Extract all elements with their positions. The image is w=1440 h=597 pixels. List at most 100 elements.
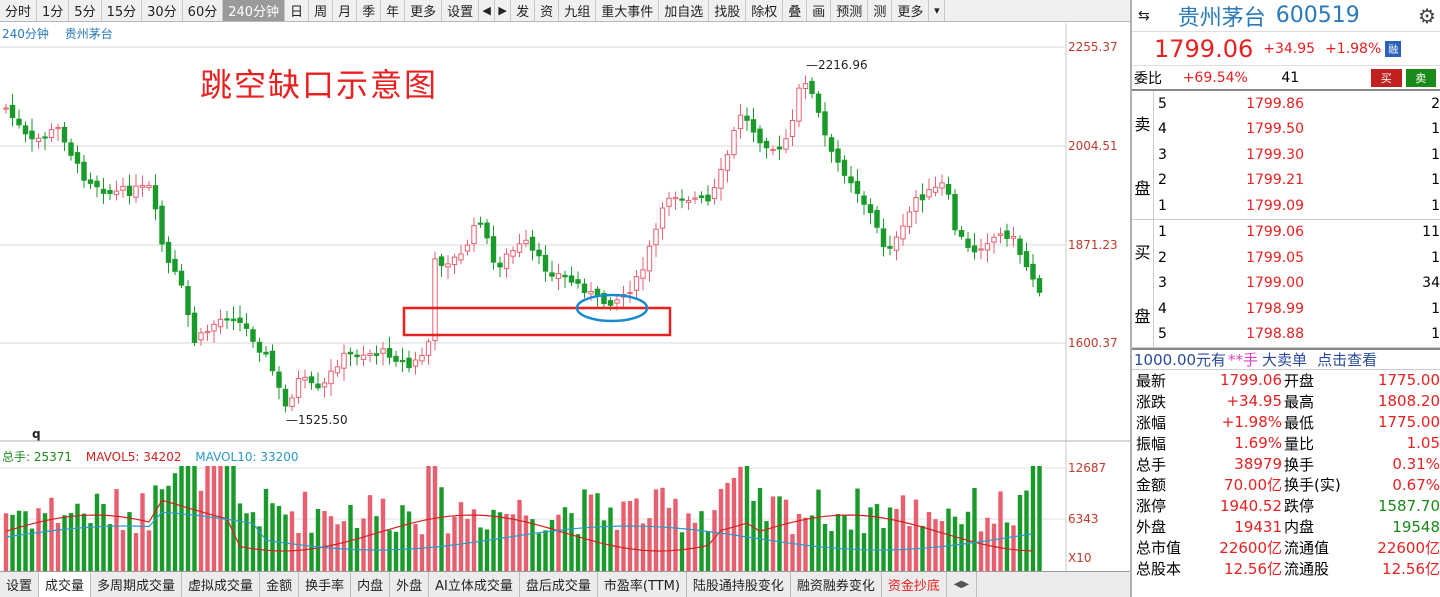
- volume-bar: [55, 522, 61, 571]
- book-row[interactable]: 1 1799.09 1: [1154, 193, 1440, 219]
- volume-bar: [478, 527, 483, 571]
- big-order-type: 大卖单: [1262, 351, 1308, 369]
- book-row[interactable]: 5 1798.88 1: [1154, 322, 1440, 348]
- book-row[interactable]: 3 1799.30 1: [1154, 142, 1440, 168]
- volume-bar: [263, 488, 269, 571]
- indicator-tab[interactable]: 市盈率(TTM): [598, 572, 687, 597]
- stat-row: 涨跌 +34.95 最高 1808.20: [1132, 391, 1440, 412]
- indicator-tab[interactable]: 金额: [260, 572, 300, 597]
- stat-value: 22600亿: [1219, 539, 1282, 558]
- indicator-tab[interactable]: 融资融券变化: [791, 572, 882, 597]
- expand-icon[interactable]: ⇆: [1138, 7, 1150, 24]
- toolbar-item[interactable]: 240分钟: [223, 0, 286, 21]
- toolbar-item[interactable]: 季: [357, 0, 382, 21]
- toolbar-tool[interactable]: 发: [511, 0, 536, 21]
- toolbar-tool[interactable]: 测: [868, 0, 893, 21]
- book-row[interactable]: 5 1799.86 2: [1154, 91, 1440, 117]
- candle-body: [35, 137, 42, 142]
- toolbar-item[interactable]: 1分: [37, 0, 70, 21]
- toolbar-item[interactable]: 周: [309, 0, 334, 21]
- candle-body: [750, 119, 757, 133]
- candle-body: [224, 318, 230, 321]
- toolbar-tool[interactable]: 九组: [559, 0, 597, 21]
- toolbar-tool[interactable]: 画: [807, 0, 832, 21]
- candle-body: [562, 274, 568, 278]
- book-row[interactable]: 2 1799.05 1: [1154, 245, 1440, 271]
- kline-chart[interactable]: 240分钟 贵州茅台 跳空缺口示意图 2255.37 2004.51 1871.…: [0, 23, 1130, 571]
- flag-icon[interactable]: 融: [1385, 40, 1402, 57]
- volume-bar: [699, 511, 704, 571]
- toolbar-tool[interactable]: 资: [535, 0, 560, 21]
- indicator-tab[interactable]: 资金抄底: [882, 572, 947, 597]
- big-order-hands: **手: [1228, 351, 1259, 369]
- candle-body: [1017, 238, 1023, 255]
- volume-bar: [341, 521, 347, 571]
- book-row[interactable]: 3 1799.00 34: [1154, 271, 1440, 297]
- toolbar-item[interactable]: 15分: [102, 0, 143, 21]
- indicator-tab[interactable]: 成交量: [39, 572, 92, 597]
- volume-bar: [348, 504, 353, 571]
- chart-canvas[interactable]: [0, 23, 1130, 571]
- toolbar-item[interactable]: 30分: [142, 0, 183, 21]
- indicator-tab[interactable]: 换手率: [299, 572, 352, 597]
- toolbar-item[interactable]: 分时: [0, 0, 38, 21]
- toolbar-tool[interactable]: 预测: [831, 0, 869, 21]
- toolbar-item[interactable]: 日: [285, 0, 310, 21]
- book-row[interactable]: 4 1799.50 1: [1154, 117, 1440, 143]
- tab-scroll-arrows-icon[interactable]: ◀▶: [947, 572, 977, 597]
- toolbar-item[interactable]: 5分: [69, 0, 102, 21]
- indicator-tab[interactable]: 外盘: [390, 572, 430, 597]
- candle-body: [1036, 278, 1043, 293]
- stat-label: 开盘: [1284, 371, 1315, 390]
- candle-body: [887, 246, 893, 249]
- indicator-tab[interactable]: 设置: [0, 572, 40, 597]
- toolbar-tool[interactable]: 叠: [783, 0, 808, 21]
- candle-body: [432, 258, 438, 342]
- volume-bar: [640, 523, 646, 571]
- toolbar-left-arrow-icon[interactable]: ◀: [479, 0, 496, 21]
- book-row[interactable]: 2 1799.21 1: [1154, 168, 1440, 194]
- toolbar-item[interactable]: 年: [381, 0, 406, 21]
- candle-body: [269, 350, 276, 372]
- sell-button[interactable]: 卖: [1405, 68, 1436, 87]
- candle-body: [549, 272, 555, 277]
- toolbar-item[interactable]: 60分: [183, 0, 224, 21]
- gear-icon[interactable]: ⚙: [1418, 4, 1436, 28]
- indicator-tab[interactable]: 内盘: [351, 572, 391, 597]
- stat-value: 1.05: [1406, 434, 1440, 453]
- toolbar-item[interactable]: 更多: [405, 0, 443, 21]
- indicator-tab[interactable]: 虚拟成交量: [182, 572, 261, 597]
- toolbar-item[interactable]: 设置: [442, 0, 480, 21]
- big-order-link[interactable]: 点击查看: [1317, 351, 1378, 369]
- toolbar-tool[interactable]: 重大事件: [596, 0, 660, 21]
- toolbar-tool[interactable]: 找股: [709, 0, 747, 21]
- book-row[interactable]: 1 1799.06 11: [1154, 220, 1440, 246]
- candle-body: [237, 317, 243, 323]
- volume-bar: [855, 488, 860, 571]
- candle-body: [581, 283, 588, 294]
- toolbar-item[interactable]: 月: [333, 0, 358, 21]
- candle-body: [217, 318, 224, 328]
- indicator-tab[interactable]: 陆股通持股变化: [687, 572, 791, 597]
- indicator-tab[interactable]: AI立体成交量: [429, 572, 520, 597]
- indicator-tab[interactable]: 盘后成交量: [520, 572, 598, 597]
- toolbar-right-arrow-icon[interactable]: ▶: [495, 0, 512, 21]
- buy-button[interactable]: 买: [1371, 68, 1402, 87]
- candle-body: [984, 243, 991, 251]
- candle-body: [906, 211, 913, 228]
- indicator-tab[interactable]: 多周期成交量: [91, 572, 183, 597]
- toolbar-dropdown-icon[interactable]: ▾: [929, 0, 946, 21]
- book-row[interactable]: 4 1798.99 1: [1154, 296, 1440, 322]
- big-order-row[interactable]: 1000.00元有 **手 大卖单 点击查看: [1132, 348, 1440, 370]
- toolbar-tool[interactable]: 更多: [892, 0, 930, 21]
- volume-bar: [588, 494, 594, 571]
- toolbar-tool[interactable]: 加自选: [659, 0, 710, 21]
- candle-body: [113, 190, 120, 196]
- candle-body: [1004, 230, 1010, 239]
- toolbar-tool[interactable]: 除权: [746, 0, 784, 21]
- volume-bar: [452, 516, 457, 571]
- volume-bar: [933, 519, 938, 571]
- price-axis-label: 1871.23: [1068, 238, 1118, 252]
- candle-body: [477, 222, 484, 225]
- candle-body: [393, 355, 399, 362]
